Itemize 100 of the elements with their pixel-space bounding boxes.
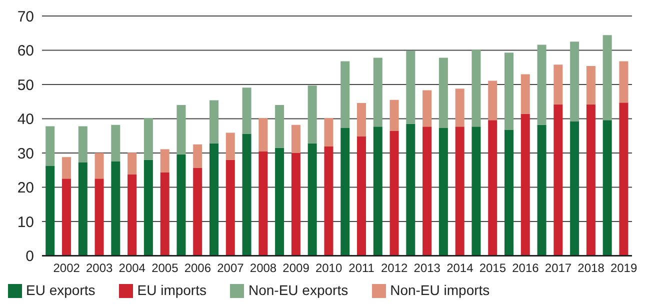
x-tick-label: 2019 bbox=[610, 261, 638, 276]
x-tick-label: 2009 bbox=[282, 261, 310, 276]
y-tick-label: 40 bbox=[17, 111, 34, 128]
bar bbox=[472, 126, 481, 256]
x-tick-label: 2015 bbox=[479, 261, 506, 276]
bar bbox=[356, 136, 366, 256]
bar bbox=[209, 100, 218, 144]
x-tick-label: 2017 bbox=[544, 261, 572, 276]
bar bbox=[554, 104, 563, 256]
bar bbox=[160, 172, 170, 256]
bar bbox=[226, 132, 235, 160]
x-tick-label: 2002 bbox=[53, 261, 80, 276]
bar bbox=[472, 50, 481, 127]
bar bbox=[144, 118, 153, 160]
bar bbox=[570, 42, 580, 122]
bar bbox=[111, 161, 120, 256]
bar bbox=[193, 144, 202, 168]
bar bbox=[209, 143, 218, 256]
x-tick-label: 2012 bbox=[381, 261, 408, 276]
bar bbox=[94, 178, 104, 256]
bar bbox=[586, 104, 596, 256]
x-tick-label: 2003 bbox=[86, 261, 114, 276]
x-tick-label: 2016 bbox=[512, 261, 540, 276]
bar bbox=[193, 168, 202, 256]
bar bbox=[619, 61, 628, 103]
x-tick-label: 2011 bbox=[348, 261, 375, 276]
bar bbox=[291, 124, 300, 153]
bar bbox=[291, 152, 300, 256]
bar bbox=[324, 118, 334, 146]
bar bbox=[520, 114, 530, 256]
bar bbox=[128, 152, 137, 174]
x-tick-label: 2006 bbox=[184, 261, 212, 276]
bar bbox=[455, 88, 464, 127]
bar bbox=[226, 160, 235, 256]
bar bbox=[258, 118, 268, 152]
bar bbox=[340, 128, 350, 256]
bar bbox=[390, 100, 399, 132]
bar bbox=[455, 126, 464, 256]
x-tick-label: 2004 bbox=[118, 261, 146, 276]
bar bbox=[422, 126, 432, 256]
bar bbox=[176, 154, 186, 256]
bar bbox=[78, 126, 88, 163]
x-tick-label: 2010 bbox=[315, 261, 342, 276]
bar bbox=[340, 61, 350, 128]
bar bbox=[275, 105, 284, 148]
bar bbox=[144, 160, 153, 256]
x-tick-label: 2007 bbox=[217, 261, 244, 276]
bar bbox=[504, 130, 514, 256]
bar bbox=[488, 120, 498, 256]
bar bbox=[602, 120, 612, 256]
y-tick-label: 50 bbox=[17, 76, 34, 94]
bar bbox=[554, 64, 563, 104]
x-tick-label: 2018 bbox=[578, 261, 605, 276]
bar bbox=[176, 105, 186, 154]
bar bbox=[537, 124, 546, 256]
y-tick-label: 10 bbox=[17, 214, 34, 231]
bar bbox=[324, 146, 334, 256]
bar bbox=[520, 74, 530, 114]
bar bbox=[111, 124, 120, 162]
bar bbox=[308, 86, 317, 144]
y-tick-label: 60 bbox=[17, 42, 34, 60]
bar bbox=[356, 102, 366, 137]
y-tick-label: 20 bbox=[17, 180, 34, 197]
bar bbox=[406, 50, 416, 124]
bar bbox=[390, 131, 399, 256]
bar bbox=[586, 66, 596, 104]
bar bbox=[373, 58, 382, 127]
bar bbox=[422, 90, 432, 127]
x-tick-label: 2013 bbox=[414, 261, 441, 276]
bar bbox=[128, 174, 137, 256]
legend-label: Non-EU imports bbox=[390, 282, 490, 298]
bar bbox=[438, 58, 448, 128]
bar bbox=[537, 44, 546, 125]
bar bbox=[258, 151, 268, 256]
legend-label: EU exports bbox=[26, 282, 96, 298]
bar bbox=[308, 143, 317, 256]
bar bbox=[242, 88, 252, 134]
legend-label: Non-EU exports bbox=[248, 282, 348, 298]
bar bbox=[373, 126, 382, 256]
bar bbox=[62, 157, 71, 179]
bar bbox=[619, 102, 628, 256]
bar bbox=[78, 162, 88, 256]
bar bbox=[275, 148, 284, 256]
y-tick-label: 0 bbox=[26, 248, 34, 266]
x-tick-label: 2008 bbox=[250, 261, 277, 276]
x-tick-label: 2005 bbox=[152, 261, 179, 276]
bar bbox=[242, 134, 252, 256]
bar bbox=[438, 128, 448, 256]
bar bbox=[602, 35, 612, 120]
y-tick-label: 30 bbox=[17, 145, 34, 162]
bar bbox=[46, 126, 55, 166]
bar bbox=[570, 121, 580, 256]
bar bbox=[94, 152, 104, 179]
bar bbox=[406, 124, 416, 256]
x-tick-label: 2014 bbox=[446, 261, 474, 276]
bar bbox=[160, 149, 170, 172]
bar bbox=[46, 166, 55, 256]
legend-label: EU imports bbox=[137, 282, 206, 298]
bar bbox=[504, 52, 514, 130]
y-tick-label: 70 bbox=[17, 8, 34, 26]
